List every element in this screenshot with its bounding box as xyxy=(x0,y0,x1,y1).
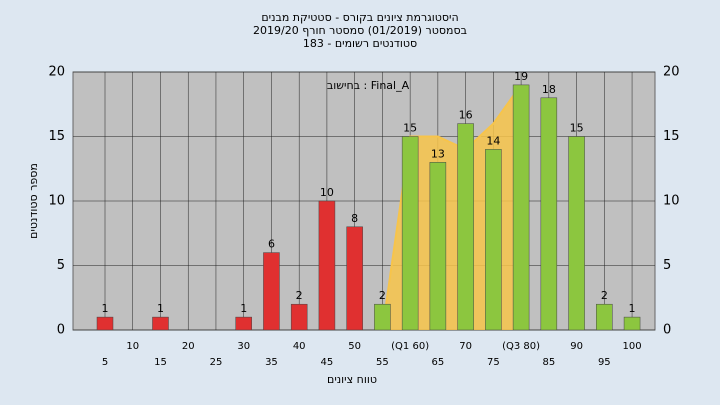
bar xyxy=(568,136,585,331)
bar xyxy=(263,252,280,331)
x-tick-label: 85 xyxy=(542,357,555,368)
bar xyxy=(152,316,169,331)
bar xyxy=(290,303,308,331)
bar xyxy=(485,149,502,331)
bar xyxy=(96,316,114,331)
y2-tick-label: 15 xyxy=(663,129,680,144)
chart-subtitle: בסמסטר (01/2019) סמסטר חורף 2019/20 xyxy=(253,24,467,37)
x-tick-label: 95 xyxy=(598,357,611,368)
data-label: 15 xyxy=(570,122,584,135)
bar xyxy=(374,303,391,331)
y2-tick-label: 10 xyxy=(663,194,680,209)
bar xyxy=(512,84,530,331)
x-tick-label: 25 xyxy=(210,357,223,368)
data-label: 14 xyxy=(486,134,500,147)
chart-subtitle: סטודנטים רשומים - 183 xyxy=(303,37,417,50)
x-tick-label: 45 xyxy=(321,357,334,368)
x-tick-label: 15 xyxy=(154,357,167,368)
bar xyxy=(235,316,252,331)
y-tick-label: 20 xyxy=(48,65,65,80)
data-label: 8 xyxy=(351,212,358,225)
x-tick-label: 90 xyxy=(570,341,583,352)
y-axis-label: מספר סטודנטים xyxy=(27,163,40,239)
data-label: 15 xyxy=(403,122,417,135)
y-tick-label: 0 xyxy=(57,323,65,338)
data-label: 10 xyxy=(320,186,334,199)
data-label: 19 xyxy=(514,70,528,83)
bar xyxy=(346,226,363,331)
data-label: 16 xyxy=(459,109,473,122)
bar xyxy=(623,316,641,331)
annotation: בחישוב : Final_A xyxy=(327,79,410,92)
y-tick-label: 15 xyxy=(48,129,65,144)
x-tick-label: 50 xyxy=(348,341,361,352)
x-tick-label: 30 xyxy=(237,341,250,352)
y2-tick-label: 0 xyxy=(663,323,671,338)
x-tick-label: (Q1 60) xyxy=(391,341,429,352)
y2-tick-label: 20 xyxy=(663,65,680,80)
data-label: 13 xyxy=(431,147,445,160)
x-tick-label: 20 xyxy=(182,341,195,352)
data-label: 1 xyxy=(629,302,636,315)
x-axis-label: טווח ציונים xyxy=(327,373,377,386)
x-tick-label: 5 xyxy=(102,357,108,368)
data-label: 18 xyxy=(542,83,556,96)
y-tick-label: 5 xyxy=(57,258,65,273)
x-tick-label: 40 xyxy=(293,341,306,352)
x-tick-label: 75 xyxy=(487,357,500,368)
x-tick-label: 70 xyxy=(459,341,472,352)
bar xyxy=(429,162,447,331)
data-label: 6 xyxy=(268,238,275,251)
data-label: 1 xyxy=(240,302,247,315)
x-tick-label: 65 xyxy=(432,357,445,368)
bar xyxy=(540,97,558,331)
bar xyxy=(401,136,419,331)
bar xyxy=(457,123,474,331)
data-label: 1 xyxy=(157,302,164,315)
x-tick-label: 35 xyxy=(265,357,278,368)
chart-title: היסטוגרמת ציונים בקורס - סטטיקת מבנים xyxy=(261,11,458,24)
x-tick-label: 55 xyxy=(376,357,389,368)
x-tick-label: (Q3 80) xyxy=(502,341,540,352)
x-tick-label: 100 xyxy=(623,341,642,352)
y-tick-label: 10 xyxy=(48,194,65,209)
x-tick-label: 10 xyxy=(126,341,139,352)
bar xyxy=(596,303,613,331)
y2-tick-label: 5 xyxy=(663,258,671,273)
data-label: 1 xyxy=(102,302,109,315)
data-label: 2 xyxy=(379,289,386,302)
data-label: 2 xyxy=(601,289,608,302)
data-label: 2 xyxy=(296,289,303,302)
bar xyxy=(318,200,336,331)
